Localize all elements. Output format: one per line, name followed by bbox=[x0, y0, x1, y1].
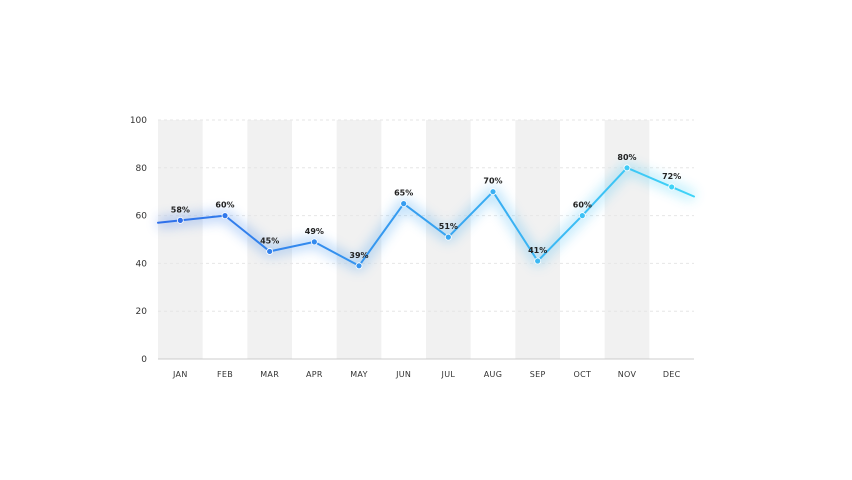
column-bands bbox=[158, 120, 650, 359]
data-label-feb: 60% bbox=[215, 201, 234, 210]
data-labels: 58% 60% 45% 49% 39% 65% 51% 70% 41% 60% 80% 72% bbox=[171, 153, 681, 260]
data-point-dec bbox=[668, 183, 676, 191]
y-tick-label: 60 bbox=[136, 212, 148, 222]
x-tick-label-may: MAY bbox=[350, 370, 368, 379]
y-tick-label: 80 bbox=[136, 164, 148, 174]
x-tick-label-jun: JUN bbox=[395, 370, 411, 379]
x-axis-ticks: JAN FEB MAR APR MAY JUN JUL AUG SEP OCT NOV DEC bbox=[172, 370, 681, 379]
data-point-feb bbox=[221, 212, 229, 220]
data-label-sep: 41% bbox=[528, 246, 547, 255]
data-point-oct bbox=[578, 212, 586, 220]
y-tick-label: 20 bbox=[136, 307, 148, 317]
data-label-may: 39% bbox=[349, 251, 368, 260]
data-label-jun: 65% bbox=[394, 189, 413, 198]
data-point-may bbox=[355, 262, 363, 270]
series-line bbox=[157, 166, 695, 267]
x-tick-label-jul: JUL bbox=[441, 370, 456, 379]
data-label-oct: 60% bbox=[573, 201, 592, 210]
data-label-aug: 70% bbox=[483, 177, 502, 186]
data-label-apr: 49% bbox=[305, 227, 324, 236]
data-point-sep bbox=[534, 257, 542, 265]
data-label-jan: 58% bbox=[171, 205, 190, 214]
y-tick-label: 0 bbox=[141, 355, 147, 365]
data-point-nov bbox=[623, 164, 631, 172]
x-tick-label-oct: OCT bbox=[573, 370, 591, 379]
x-tick-label-feb: FEB bbox=[217, 370, 233, 379]
x-tick-label-jan: JAN bbox=[172, 370, 188, 379]
column-band-jan bbox=[158, 120, 203, 359]
x-tick-label-aug: AUG bbox=[484, 370, 502, 379]
x-tick-label-sep: SEP bbox=[530, 370, 546, 379]
data-point-jun bbox=[400, 200, 408, 208]
y-axis-ticks: 0 20 40 60 80 100 bbox=[130, 116, 147, 365]
data-label-mar: 45% bbox=[260, 236, 279, 245]
grid-lines bbox=[158, 119, 694, 312]
data-point-mar bbox=[266, 248, 274, 255]
x-tick-label-dec: DEC bbox=[663, 370, 681, 379]
y-tick-label: 40 bbox=[136, 259, 148, 269]
x-tick-label-apr: APR bbox=[306, 370, 323, 379]
data-label-dec: 72% bbox=[662, 172, 681, 181]
x-tick-label-mar: MAR bbox=[260, 370, 279, 379]
column-band-nov bbox=[604, 120, 650, 359]
x-tick-label-nov: NOV bbox=[618, 370, 637, 379]
data-label-nov: 80% bbox=[617, 153, 636, 162]
series-line-path bbox=[157, 166, 695, 267]
y-tick-label: 100 bbox=[130, 116, 147, 126]
data-label-jul: 51% bbox=[439, 222, 458, 231]
data-points bbox=[176, 164, 676, 270]
data-point-apr bbox=[310, 238, 318, 246]
data-point-aug bbox=[489, 188, 497, 196]
data-point-jan bbox=[176, 216, 184, 224]
data-point-jul bbox=[444, 233, 452, 241]
